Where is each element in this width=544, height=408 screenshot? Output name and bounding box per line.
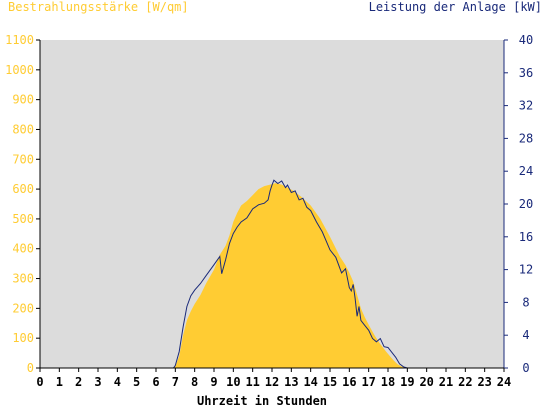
x-tick-label: 10 [226,375,240,389]
irradiance-area [40,183,504,368]
x-tick-label: 5 [133,375,140,389]
x-tick-label: 14 [303,375,317,389]
right-tick-label: 28 [519,131,533,145]
left-tick-label: 500 [12,212,34,226]
left-axis-title: Bestrahlungsstärke [W/qm] [8,0,189,14]
x-tick-label: 8 [191,375,198,389]
x-tick-label: 16 [342,375,356,389]
left-tick-label: 600 [12,182,34,196]
right-tick-label: 20 [519,197,533,211]
right-tick-label: 0 [522,361,529,375]
x-tick-label: 9 [210,375,217,389]
x-tick-label: 13 [284,375,298,389]
right-tick-label: 24 [519,164,533,178]
right-tick-label: 8 [522,295,529,309]
left-tick-label: 300 [12,272,34,286]
left-tick-label: 0 [27,361,34,375]
power-line [40,179,504,369]
x-tick-label: 18 [381,375,395,389]
x-tick-label: 19 [400,375,414,389]
x-axis-ticks: 0 1 2 3 4 5 6 7 8 9 10 11 12 13 14 15 16 17 18 19 20 21 22 23 24 [36,368,511,389]
x-tick-label: 1 [56,375,63,389]
x-axis-title: Uhrzeit in Stunden [197,394,327,408]
right-axis-ticks: 0 4 8 12 16 20 24 28 32 36 40 [504,33,533,375]
left-tick-label: 700 [12,152,34,166]
x-tick-label: 4 [114,375,121,389]
left-tick-label: 100 [12,331,34,345]
x-tick-label: 24 [497,375,511,389]
right-axis-title: Leistung der Anlage [kW] [369,0,542,14]
left-tick-label: 1000 [5,63,34,77]
x-tick-label: 3 [94,375,101,389]
left-axis-ticks: 0 100 200 300 400 500 600 700 800 900 1000 1100 [5,33,40,375]
x-tick-label: 22 [458,375,472,389]
x-tick-label: 2 [75,375,82,389]
left-tick-label: 900 [12,93,34,107]
x-tick-label: 23 [477,375,491,389]
x-tick-label: 12 [265,375,279,389]
left-tick-label: 400 [12,242,34,256]
right-tick-label: 16 [519,230,533,244]
x-tick-label: 6 [152,375,159,389]
x-tick-label: 17 [361,375,375,389]
x-tick-label: 20 [419,375,433,389]
right-tick-label: 12 [519,263,533,277]
x-tick-label: 11 [245,375,259,389]
left-tick-label: 200 [12,301,34,315]
right-tick-label: 32 [519,99,533,113]
x-tick-label: 0 [36,375,43,389]
x-tick-label: 21 [439,375,453,389]
left-tick-label: 800 [12,122,34,136]
x-tick-label: 15 [323,375,337,389]
right-tick-label: 4 [522,328,529,342]
left-tick-label: 1100 [5,33,34,47]
right-tick-label: 40 [519,33,533,47]
right-tick-label: 36 [519,66,533,80]
x-tick-label: 7 [172,375,179,389]
